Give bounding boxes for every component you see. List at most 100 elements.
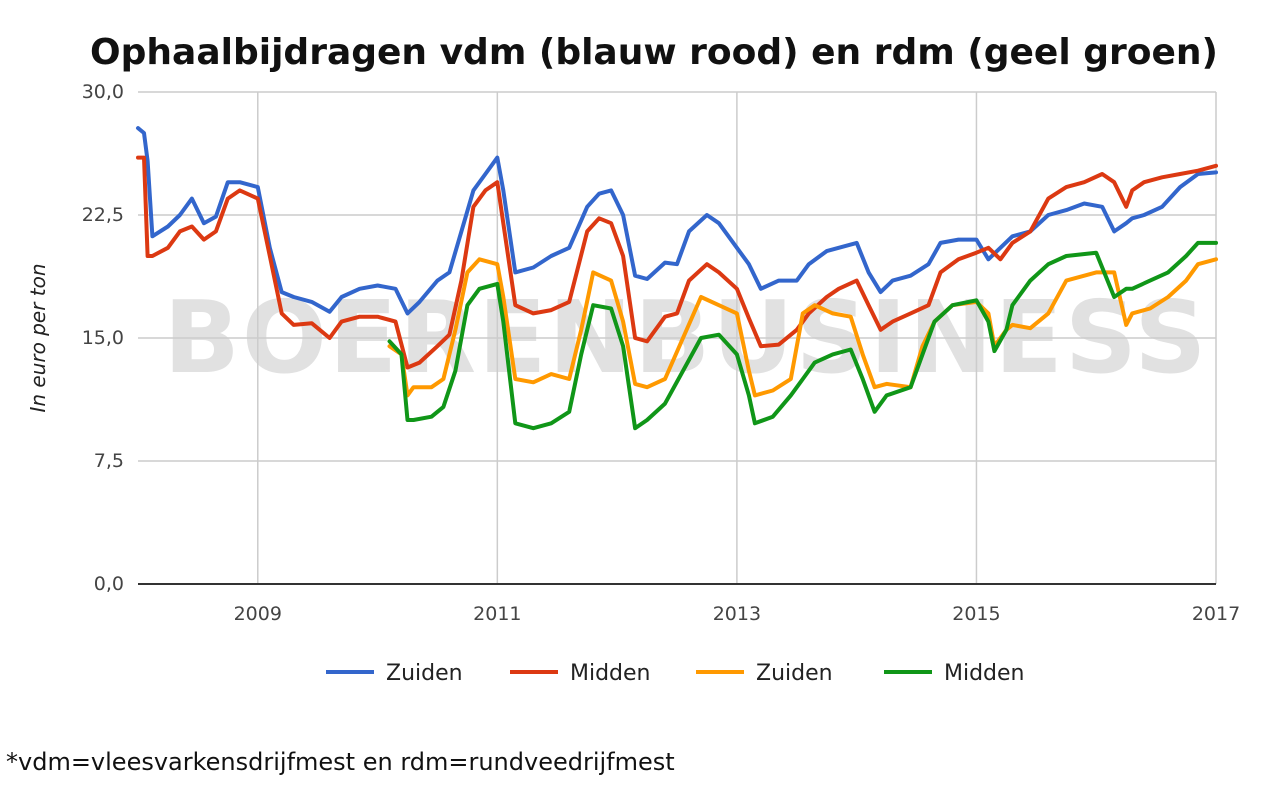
data-point bbox=[435, 344, 439, 348]
data-point bbox=[178, 213, 182, 217]
data-point bbox=[1214, 241, 1218, 245]
data-point bbox=[1046, 213, 1050, 217]
data-point bbox=[1064, 279, 1068, 283]
data-point bbox=[831, 352, 835, 356]
data-point bbox=[825, 295, 829, 299]
data-point bbox=[579, 328, 583, 332]
data-point bbox=[1094, 251, 1098, 255]
data-point bbox=[388, 339, 391, 343]
data-point bbox=[873, 410, 877, 414]
data-point bbox=[459, 229, 463, 233]
data-point bbox=[1166, 270, 1170, 274]
data-point bbox=[1010, 234, 1014, 238]
gridlines bbox=[138, 91, 1217, 584]
data-point bbox=[226, 197, 230, 201]
data-point bbox=[891, 279, 895, 283]
data-point bbox=[418, 300, 421, 304]
data-point bbox=[681, 369, 685, 373]
data-point bbox=[1142, 213, 1146, 217]
data-point bbox=[705, 262, 709, 266]
data-point bbox=[663, 402, 667, 406]
data-point bbox=[1046, 262, 1050, 266]
data-point bbox=[1028, 326, 1032, 330]
data-point bbox=[753, 421, 757, 425]
legend-label: Zuiden bbox=[756, 661, 833, 686]
data-point bbox=[501, 221, 505, 225]
data-point bbox=[1184, 279, 1188, 283]
data-point bbox=[256, 197, 260, 201]
data-point bbox=[885, 382, 889, 386]
data-point bbox=[825, 249, 829, 253]
data-point bbox=[813, 303, 817, 307]
data-point bbox=[146, 159, 150, 163]
data-point bbox=[675, 262, 679, 266]
data-point bbox=[873, 385, 877, 389]
data-point bbox=[268, 254, 272, 258]
data-point bbox=[531, 426, 535, 430]
data-point bbox=[579, 352, 583, 356]
data-point bbox=[831, 311, 835, 315]
data-point bbox=[513, 270, 517, 274]
data-point bbox=[855, 279, 859, 283]
data-point bbox=[531, 311, 535, 315]
data-point bbox=[909, 311, 913, 315]
legend-label: Midden bbox=[570, 661, 651, 686]
y-tick-label: 22,5 bbox=[82, 204, 124, 226]
data-point bbox=[459, 279, 463, 283]
data-point bbox=[1010, 241, 1014, 245]
data-point bbox=[597, 192, 601, 196]
data-point bbox=[471, 188, 475, 192]
data-point bbox=[771, 415, 775, 419]
data-point bbox=[238, 188, 242, 192]
data-point bbox=[453, 369, 457, 373]
data-point bbox=[406, 311, 409, 315]
data-point bbox=[1004, 328, 1008, 332]
data-point bbox=[1112, 270, 1116, 274]
data-point bbox=[909, 385, 913, 389]
data-point bbox=[621, 254, 625, 258]
data-point bbox=[705, 213, 709, 217]
series-line-1 bbox=[136, 126, 1218, 316]
data-point bbox=[645, 385, 649, 389]
data-point bbox=[621, 344, 625, 348]
data-point bbox=[280, 290, 284, 294]
data-point bbox=[513, 421, 517, 425]
data-point bbox=[376, 284, 380, 287]
data-point bbox=[663, 261, 667, 265]
data-point bbox=[1196, 262, 1200, 266]
data-point bbox=[1028, 229, 1032, 233]
data-point bbox=[597, 216, 601, 220]
data-point bbox=[1130, 287, 1134, 291]
data-point bbox=[861, 352, 865, 356]
data-point bbox=[1124, 287, 1128, 291]
data-point bbox=[501, 320, 505, 324]
data-point bbox=[855, 241, 859, 245]
data-point bbox=[453, 328, 457, 332]
data-point bbox=[1082, 180, 1086, 184]
data-point bbox=[1196, 169, 1200, 173]
data-point bbox=[747, 369, 751, 373]
data-point bbox=[867, 270, 871, 274]
data-point bbox=[292, 295, 296, 299]
data-point bbox=[531, 380, 535, 384]
data-point bbox=[777, 343, 781, 347]
data-point bbox=[998, 257, 1002, 261]
data-point bbox=[214, 229, 218, 233]
data-point bbox=[927, 303, 930, 307]
data-point bbox=[190, 197, 194, 201]
data-point bbox=[879, 290, 883, 294]
data-point bbox=[146, 254, 150, 258]
data-point bbox=[1010, 303, 1014, 307]
data-point bbox=[418, 361, 421, 365]
data-point bbox=[435, 279, 439, 283]
data-point bbox=[909, 274, 913, 278]
data-point bbox=[388, 344, 391, 348]
data-point bbox=[633, 426, 637, 430]
series-line-2 bbox=[136, 155, 1218, 370]
data-point bbox=[1064, 185, 1068, 189]
data-point bbox=[717, 303, 721, 307]
data-point bbox=[310, 321, 314, 325]
data-point bbox=[986, 311, 990, 315]
y-tick-label: 0,0 bbox=[94, 573, 124, 595]
data-point bbox=[645, 277, 649, 281]
